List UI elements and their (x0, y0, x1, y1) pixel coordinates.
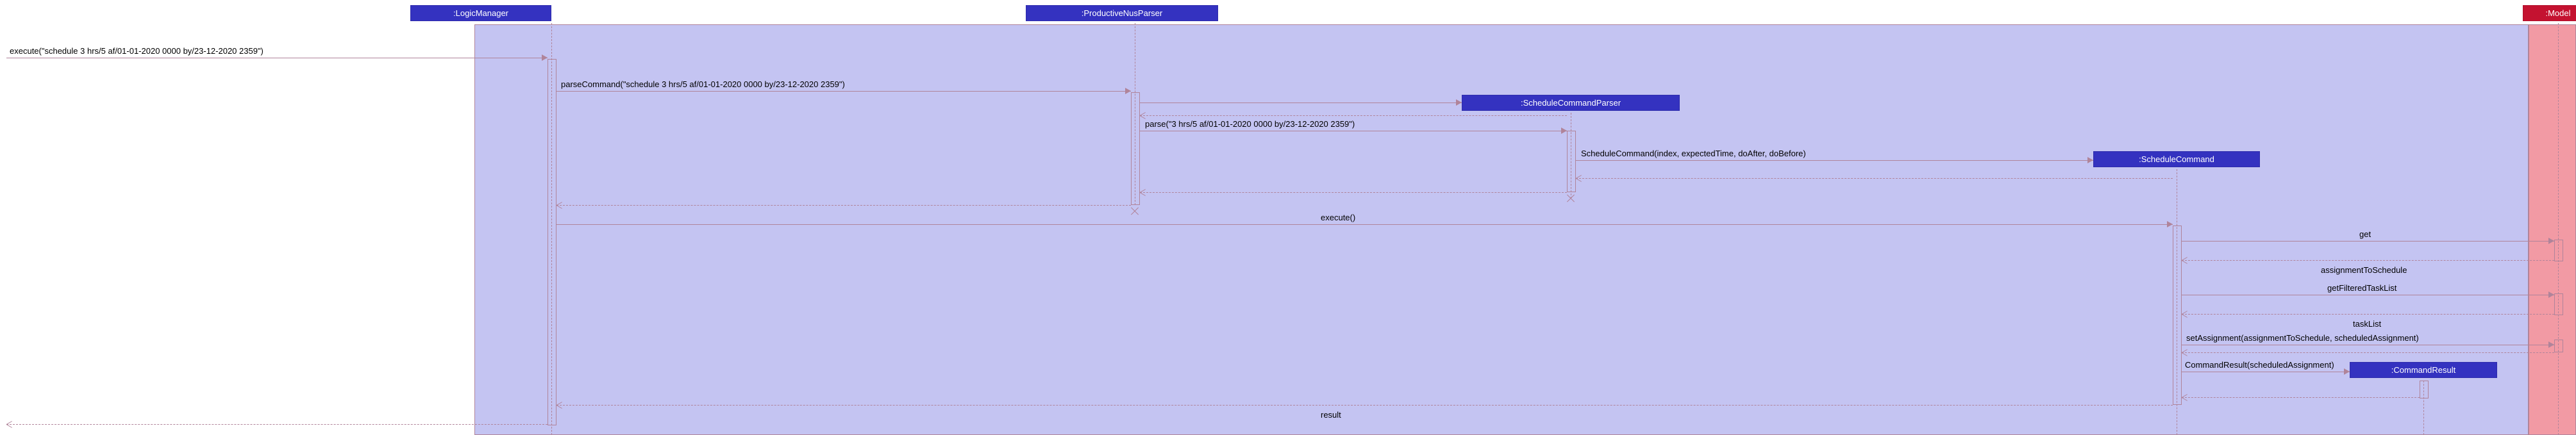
arrow-m-ctor-cr (2344, 368, 2350, 375)
activation-logic-exec (548, 59, 556, 425)
activation-scp-exec (1567, 131, 1576, 192)
msg-label-m-ats: assignmentToSchedule (2321, 265, 2407, 275)
arrow-m-execute2 (2167, 221, 2173, 227)
msg-line-m-ats (2182, 260, 2554, 261)
msg-line-m-return-out (6, 424, 548, 425)
msg-line-m-cr-ret (2182, 397, 2420, 398)
msg-line-m-ret-seta (2182, 352, 2554, 353)
activation-model-set (2554, 340, 2563, 352)
participant-logicManager: :LogicManager (410, 5, 551, 21)
arrow-m-return-out (6, 424, 13, 431)
participant-scheduleCmd: :ScheduleCommand (2093, 151, 2260, 167)
msg-line-m-result (556, 405, 2173, 406)
activation-sched-exec (2173, 226, 2182, 405)
msg-label-m-ctor-sched: ScheduleCommand(index, expectedTime, doA… (1581, 149, 1806, 158)
arrow-m-scp-ret (1140, 192, 1146, 199)
msg-line-m-execute2 (556, 224, 2173, 225)
participant-commandResult: :CommandResult (2350, 362, 2497, 378)
lifeline-model (2558, 23, 2559, 435)
arrow-m-parsecmd (1125, 88, 1131, 94)
msg-label-m-parsecmd: parseCommand("schedule 3 hrs/5 af/01-01-… (561, 79, 845, 89)
arrow-m-gftl (2548, 291, 2554, 298)
msg-label-m-seta: setAssignment(assignmentToSchedule, sche… (2186, 333, 2419, 343)
activation-model-get (2554, 240, 2563, 261)
msg-label-m-execute2: execute() (1321, 213, 1355, 222)
msg-line-m-parsecmd (556, 91, 1131, 92)
arrow-m-parse (1561, 127, 1567, 134)
msg-label-m-ctor-cr: CommandResult(scheduledAssignment) (2185, 360, 2334, 370)
arrow-m-cr-ret (2182, 397, 2188, 404)
msg-line-m-tl (2182, 314, 2554, 315)
parser-destroy (1130, 206, 1140, 217)
msg-line-m-sched-ret0 (1576, 178, 2173, 179)
msg-label-m-get: get (2359, 229, 2371, 239)
arrow-m-create-scp (1456, 99, 1462, 106)
msg-label-m-tl: taskList (2353, 319, 2381, 329)
msg-label-m-execute-in: execute("schedule 3 hrs/5 af/01-01-2020 … (10, 46, 263, 56)
msg-label-m-result: result (1321, 410, 1341, 420)
arrow-m-result (556, 405, 563, 411)
lifeline-commandResult (2423, 381, 2424, 435)
arrow-m-ctor-sched (2087, 157, 2093, 163)
msg-line-m-get (2182, 241, 2554, 242)
msg-line-m-ctor-sched (1576, 160, 2093, 161)
participant-parser: :ProductiveNusParser (1026, 5, 1218, 21)
arrow-m-ats (2182, 260, 2188, 267)
arrow-m-get (2548, 238, 2554, 244)
participant-model: :Model (2523, 5, 2576, 21)
msg-line-m-scp-ret0 (1140, 115, 1567, 116)
msg-line-m-parser-ret (556, 205, 1131, 206)
msg-label-m-parse: parse("3 hrs/5 af/01-01-2020 0000 by/23-… (1145, 119, 1355, 129)
activation-model-lane (2529, 24, 2576, 435)
arrow-m-seta (2548, 341, 2554, 348)
participant-scp: :ScheduleCommandParser (1462, 95, 1680, 111)
msg-label-m-gftl: getFilteredTaskList (2327, 283, 2396, 293)
arrow-m-ret-seta (2182, 352, 2188, 359)
activation-cmdresult-exec (2420, 381, 2429, 398)
arrow-m-parser-ret (556, 205, 563, 211)
activation-model-get2 (2554, 293, 2563, 315)
activation-parser-exec (1131, 92, 1140, 205)
arrow-m-sched-ret0 (1576, 178, 1582, 185)
msg-line-m-scp-ret (1140, 192, 1567, 193)
lifeline-logicManager (551, 23, 552, 435)
scp-destroy (1566, 193, 1576, 204)
arrow-m-tl (2182, 314, 2188, 320)
arrow-m-execute-in (542, 54, 548, 61)
